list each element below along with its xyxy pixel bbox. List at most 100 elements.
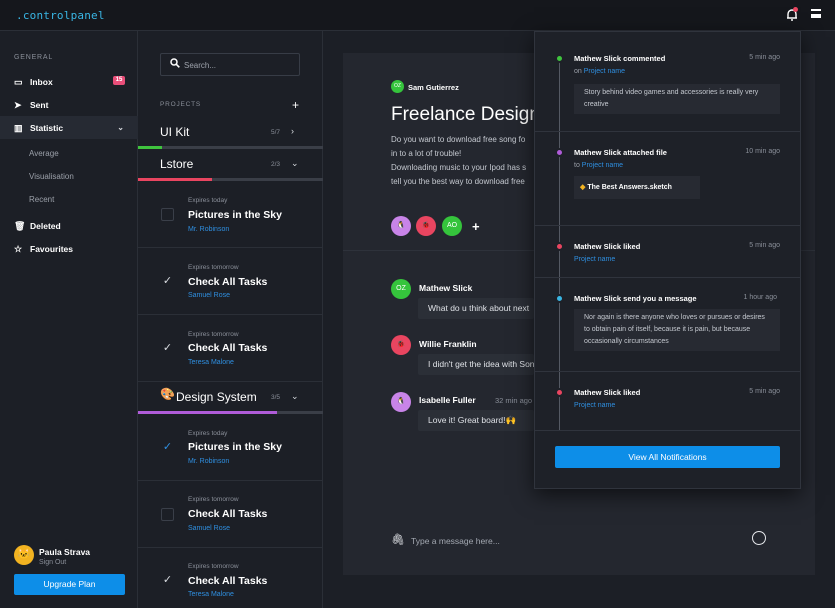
- timeline-dot: [555, 388, 564, 397]
- chevron-right-icon[interactable]: ›: [291, 126, 294, 136]
- chart-icon: ▥: [14, 122, 23, 133]
- project-title[interactable]: Design System: [176, 390, 257, 404]
- user-name: Paula Strava: [39, 547, 91, 557]
- member-avatar[interactable]: 🐞: [416, 216, 436, 236]
- view-all-notifications-button[interactable]: View All Notifications: [555, 446, 780, 468]
- trash-icon: 🗑︎: [14, 220, 26, 231]
- task-expiry: Expires tomorrow: [188, 264, 239, 271]
- add-member-button[interactable]: +: [472, 219, 480, 234]
- project-progress-fill: [138, 411, 277, 414]
- task-checkbox-checked[interactable]: ✓: [162, 441, 173, 453]
- notification-message: Story behind video games and accessories…: [574, 84, 780, 114]
- bell-icon[interactable]: [785, 8, 799, 22]
- comment-author: Mathew Slick: [419, 283, 473, 293]
- notification-time: 1 hour ago: [743, 294, 777, 301]
- sidebar-item-statistic[interactable]: ▥ Statistic ⌄: [0, 116, 138, 139]
- comment-author: Willie Franklin: [419, 339, 477, 349]
- search-placeholder: Search...: [184, 61, 217, 70]
- member-avatar[interactable]: AO: [442, 216, 462, 236]
- notification-title: Mathew Slick attached file: [574, 148, 667, 157]
- projects-column: [138, 31, 323, 608]
- comment-text: What do u think about next: [418, 298, 534, 319]
- task-owner[interactable]: Teresa Malone: [188, 591, 234, 598]
- inbox-badge: 15: [113, 76, 125, 85]
- avatar[interactable]: OZ: [391, 279, 411, 299]
- sidebar-item-favourites[interactable]: ☆ Favourites: [0, 237, 138, 260]
- project-link[interactable]: Project name: [581, 162, 624, 169]
- app-logo[interactable]: .controlpanel: [16, 9, 105, 22]
- sidebar-item-label: Favourites: [30, 243, 73, 254]
- task-row[interactable]: [138, 181, 323, 248]
- task-row[interactable]: [138, 315, 323, 382]
- project-title[interactable]: Lstore: [160, 157, 194, 171]
- task-owner[interactable]: Samuel Rose: [188, 525, 231, 532]
- projects-label: PROJECTS: [160, 101, 202, 108]
- task-checkbox-checked[interactable]: ✓: [162, 574, 173, 586]
- task-title: Check All Tasks: [188, 575, 268, 587]
- task-owner[interactable]: Mr. Robinson: [188, 458, 230, 465]
- sidebar-item-sent[interactable]: ➤ Sent: [0, 93, 138, 116]
- task-checkbox[interactable]: [161, 208, 174, 221]
- task-title: Check All Tasks: [188, 342, 268, 354]
- emoji-icon[interactable]: [752, 531, 766, 545]
- member-avatar[interactable]: 🐧: [391, 216, 411, 236]
- task-checkbox-checked[interactable]: ✓: [162, 275, 173, 287]
- project-title[interactable]: UI Kit: [160, 125, 190, 139]
- description-line: tell you the best way to download free: [391, 177, 525, 186]
- notification-title: Mathew Slick commented: [574, 54, 666, 63]
- sidebar-item-inbox[interactable]: ▭ Inbox 15: [0, 70, 138, 93]
- top-bar: [0, 0, 835, 31]
- task-owner[interactable]: Teresa Malone: [188, 359, 234, 366]
- project-progress-track: [138, 411, 323, 414]
- task-checkbox-checked[interactable]: ✓: [162, 342, 173, 354]
- sidebar-item-deleted[interactable]: 🗑︎ Deleted: [0, 214, 138, 237]
- divider: [535, 225, 800, 226]
- chevron-down-icon: ⌄: [117, 123, 124, 132]
- menu-icon[interactable]: [811, 9, 821, 18]
- chevron-down-icon[interactable]: ⌄: [291, 391, 299, 401]
- avatar[interactable]: 🐞: [391, 335, 411, 355]
- sidebar-subitem-visualisation[interactable]: Visualisation: [29, 172, 74, 181]
- attached-file[interactable]: ◆ The Best Answers.sketch: [574, 176, 700, 199]
- author-name[interactable]: Sam Gutierrez: [408, 83, 459, 92]
- chevron-down-icon[interactable]: ⌄: [291, 158, 299, 168]
- notification-time: 5 min ago: [749, 54, 780, 61]
- attachment-icon[interactable]: 🖇︎: [391, 534, 405, 546]
- task-row[interactable]: [138, 248, 323, 315]
- notification-time: 5 min ago: [749, 388, 780, 395]
- sidebar-subitem-recent[interactable]: Recent: [29, 195, 55, 204]
- task-owner[interactable]: Samuel Rose: [188, 292, 231, 299]
- timeline-dot: [555, 242, 564, 251]
- upgrade-plan-button[interactable]: Upgrade Plan: [14, 574, 125, 595]
- task-row[interactable]: [138, 414, 323, 481]
- avatar[interactable]: 🐱: [14, 545, 34, 565]
- message-input[interactable]: Type a message here...: [411, 536, 500, 546]
- search-input[interactable]: [160, 53, 300, 76]
- comment-text: I didn't get the idea with Son: [418, 354, 534, 375]
- sign-out-link[interactable]: Sign Out: [39, 559, 67, 566]
- sidebar-item-label: Statistic: [30, 122, 64, 133]
- description-line: Do you want to download free song fo: [391, 135, 526, 144]
- avatar[interactable]: OZ: [391, 80, 404, 93]
- sidebar-subitem-average[interactable]: Average: [29, 149, 59, 158]
- comment-time: 32 min ago: [495, 396, 533, 405]
- project-progress-fill: [138, 146, 163, 149]
- task-checkbox[interactable]: [161, 508, 174, 521]
- task-owner[interactable]: Mr. Robinson: [188, 226, 230, 233]
- sidebar-item-label: Deleted: [30, 220, 61, 231]
- project-link[interactable]: Project name: [574, 256, 616, 263]
- notification-message: Nor again is there anyone who loves or p…: [574, 309, 780, 351]
- project-count: 5/7: [271, 129, 281, 136]
- project-link[interactable]: Project name: [574, 402, 616, 409]
- add-project-button[interactable]: +: [292, 98, 300, 112]
- paint-icon: 🎨: [160, 387, 175, 401]
- comment-author: Isabelle Fuller: [419, 395, 476, 405]
- task-row[interactable]: [138, 481, 323, 548]
- avatar[interactable]: 🐧: [391, 392, 411, 412]
- description-line: in to a lot of trouble!: [391, 149, 462, 158]
- project-link[interactable]: Project name: [583, 68, 625, 75]
- project-progress-track: [138, 146, 323, 149]
- divider: [535, 371, 800, 372]
- task-title: Check All Tasks: [188, 276, 268, 288]
- sidebar-item-label: Inbox: [30, 76, 53, 87]
